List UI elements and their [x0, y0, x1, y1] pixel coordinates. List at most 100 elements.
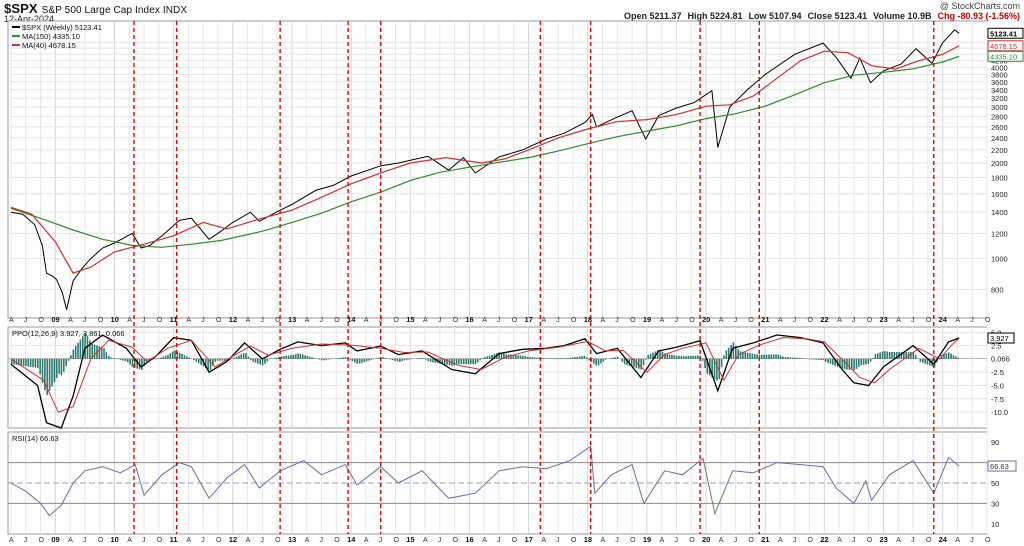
x-month-label: J: [320, 537, 324, 544]
ppo-histogram-bar: [207, 358, 209, 370]
ppo-histogram-bar: [240, 354, 243, 359]
rsi-value-tag-box: [987, 460, 1017, 472]
x-month-label: A: [186, 317, 191, 324]
ppo-histogram-bar: [550, 358, 553, 359]
ppo-line: [10, 334, 960, 429]
y-tick-label: 3400: [991, 86, 1008, 95]
ppo-histogram-bar: [356, 358, 359, 364]
ppo-histogram-bar: [848, 358, 851, 370]
ppo-histogram-bar: [304, 355, 306, 359]
ppo-histogram-bar: [640, 358, 642, 370]
ppo-histogram-bar: [569, 357, 571, 359]
ppo-legend: PPO(12,26,9) 3.927, 3.861, 0.066: [12, 329, 125, 338]
x-month-label: O: [512, 317, 518, 324]
x-year-label: 22: [820, 535, 828, 544]
x-month-label: J: [379, 317, 383, 324]
ppo-histogram-bar: [63, 358, 65, 372]
x-year-label: 13: [288, 535, 296, 544]
ppo-histogram-bar: [365, 358, 368, 362]
y-tick-label: 3800: [991, 70, 1008, 79]
ppo-histogram-bar: [290, 355, 292, 359]
ppo-histogram-bar: [510, 354, 512, 359]
ppo-histogram-bar: [275, 357, 278, 359]
x-year-label: 10: [110, 535, 118, 544]
ppo-histogram-bar: [531, 357, 534, 359]
x-month-label: O: [867, 317, 873, 324]
x-month-label: A: [541, 317, 546, 324]
ppo-histogram-bar: [727, 347, 730, 359]
ppo-histogram-bar: [858, 358, 860, 367]
y-tick-label: 2000: [991, 159, 1008, 168]
ppo-histogram-bar: [801, 358, 803, 359]
ppo-histogram-bar: [921, 358, 924, 363]
x-month-label: A: [127, 317, 132, 324]
ppo-signal-line: [10, 337, 960, 413]
x-month-label: A: [837, 317, 842, 324]
x-month-label: A: [68, 537, 73, 544]
ppo-histogram-bar: [406, 358, 408, 360]
ppo-histogram-bar: [29, 358, 32, 367]
ppo-histogram-bar: [212, 358, 214, 366]
price-tag: 5123.41: [990, 29, 1017, 38]
ppo-histogram-bar: [167, 354, 169, 359]
x-year-label: 23: [879, 315, 887, 324]
ppo-histogram-bar: [354, 358, 356, 363]
ppo-histogram-bar: [834, 358, 836, 366]
x-month-label: A: [482, 537, 487, 544]
ppo-histogram-bar: [784, 357, 787, 359]
ppo-histogram-bar: [197, 358, 200, 364]
ppo-histogram-bar: [169, 353, 172, 359]
ppo-histogram-bar: [107, 355, 110, 359]
ppo-histogram-bar: [261, 358, 264, 366]
ppo-histogram-bar: [382, 357, 385, 359]
ppo-histogram-bar: [91, 344, 94, 359]
ppo-histogram-bar: [874, 354, 877, 359]
ppo-histogram-bar: [79, 339, 82, 359]
ppo-histogram-bar: [477, 358, 479, 363]
ppo-histogram-bar: [292, 354, 295, 359]
ppo-histogram-bar: [311, 357, 314, 359]
rsi-legend: RSI(14) 66.63: [12, 434, 59, 443]
ppo-histogram-bar: [675, 355, 678, 359]
ppo-histogram-bar: [20, 358, 23, 366]
ppo-histogram-bar: [737, 349, 739, 359]
ppo-histogram-bar: [301, 354, 304, 359]
ppo-histogram-bar: [465, 358, 467, 365]
legend-entry: $SPX (Weekly) 5123.41: [22, 23, 102, 32]
x-year-label: 23: [879, 535, 887, 544]
ppo-histogram-bar: [744, 352, 747, 359]
ppo-histogram-bar: [145, 358, 148, 362]
ppo-histogram-bar: [955, 356, 957, 359]
ppo-histogram-bar: [692, 355, 695, 359]
ppo-histogram-bar: [58, 358, 60, 374]
ppo-histogram-bar: [283, 356, 285, 359]
ppo-histogram-bar: [32, 358, 34, 368]
ppo-histogram-bar: [540, 358, 543, 359]
ppo-histogram-bar: [881, 351, 884, 359]
ppo-histogram-bar: [467, 358, 470, 365]
ppo-histogram-bar: [839, 358, 841, 368]
price-series: [10, 29, 960, 310]
ppo-histogram-bar: [479, 358, 482, 360]
symbol-name: S&P 500 Large Cap Index INDX: [41, 5, 188, 16]
ppo-histogram-bar: [796, 357, 799, 359]
ppo-histogram-bar: [673, 355, 676, 359]
chart-title: $SPX S&P 500 Large Cap Index INDX: [4, 1, 187, 16]
ppo-histogram-bar: [888, 351, 891, 359]
ppo-histogram-bar: [633, 358, 635, 368]
ohlc-stats: Open 5211.37 High 5224.81 Low 5107.94 Close…: [618, 11, 1020, 21]
y-tick-label: 2.5: [991, 342, 1001, 351]
stat-volume: Volume 10.9B: [873, 11, 932, 21]
ppo-histogram-bar: [98, 346, 101, 359]
x-month-label: O: [571, 317, 577, 324]
y-tick-label: 1400: [991, 208, 1008, 217]
ppo-histogram-bar: [557, 358, 560, 359]
x-year-label: 18: [584, 315, 592, 324]
y-tick-label: 1600: [991, 190, 1008, 199]
ppo-histogram-bar: [798, 357, 801, 359]
ppo-histogram-bar: [204, 358, 207, 369]
panel-frame-1: [7, 326, 988, 429]
ppo-histogram-bar: [252, 358, 254, 362]
x-month-label: A: [246, 537, 251, 544]
